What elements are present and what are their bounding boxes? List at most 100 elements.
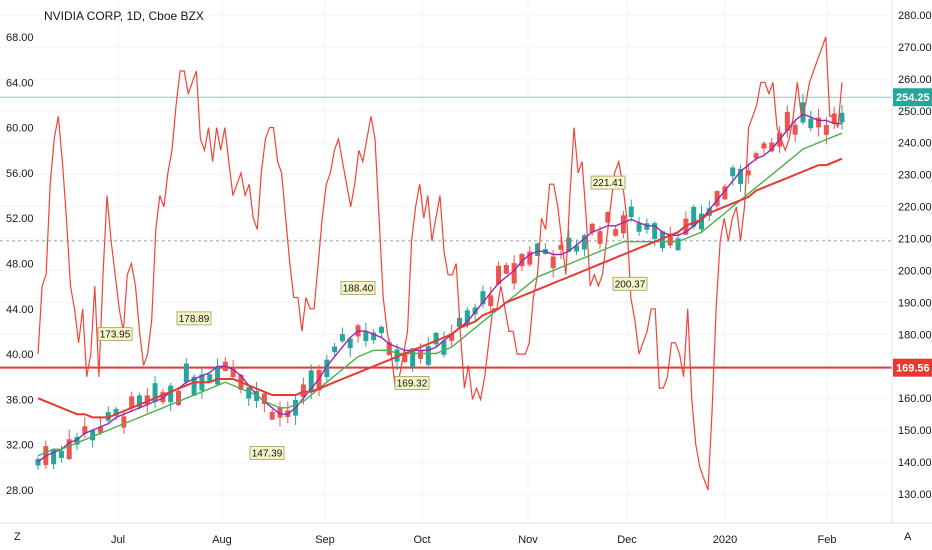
candle-body — [535, 243, 541, 256]
moving-average-line — [37, 132, 843, 457]
annotation-box — [590, 175, 626, 190]
price-annotation: 173.95 — [97, 327, 133, 342]
left-tick-label: 60.00 — [6, 123, 34, 135]
candle-body — [144, 395, 150, 405]
time-tick-label: Aug — [212, 534, 232, 546]
candle-body — [58, 450, 64, 459]
oscillator-line — [37, 36, 843, 491]
candle-body — [636, 222, 642, 232]
right-tick-label: 180.00 — [898, 329, 932, 341]
annotation-box — [612, 276, 648, 291]
candle-body — [168, 385, 174, 403]
candle-body — [324, 359, 330, 377]
candle-body — [230, 367, 236, 377]
level-badge-text: 169.56 — [896, 363, 930, 375]
annotation-label: 200.37 — [615, 279, 646, 290]
annotation-label: 147.39 — [252, 448, 283, 459]
price-annotation: 147.39 — [249, 446, 285, 460]
candle-body — [97, 426, 103, 433]
candle-body — [644, 223, 650, 230]
right-tick-label: 190.00 — [898, 297, 932, 309]
candle-body — [378, 326, 384, 334]
candle-body — [550, 256, 556, 269]
candle-body — [605, 212, 611, 223]
candle-body — [511, 263, 517, 284]
left-axis: 68.00 64.00 60.00 56.00 52.00 48.00 44.00 40.00… — [6, 32, 34, 497]
left-tick-label: 68.00 — [6, 32, 34, 44]
candle-body — [394, 349, 400, 362]
candle-body — [581, 235, 587, 250]
candle-body — [121, 416, 127, 428]
candle-body — [722, 186, 728, 200]
left-tick-label: 44.00 — [6, 304, 34, 316]
candle-body — [761, 143, 767, 149]
price-annotation: 169.32 — [394, 376, 430, 390]
level-badge-bg — [893, 358, 932, 377]
candle-body — [480, 291, 486, 305]
candle-body — [386, 342, 392, 356]
right-tick-label: 210.00 — [898, 234, 932, 246]
annotation-box — [340, 281, 376, 295]
candle-body — [176, 390, 182, 406]
right-tick-label: 250.00 — [898, 106, 932, 118]
candle-body — [160, 392, 166, 403]
candle-body — [51, 448, 57, 465]
candle-body — [659, 231, 665, 249]
candle-body — [433, 332, 439, 345]
candle-body — [823, 125, 829, 135]
candle-body — [628, 206, 634, 218]
candle-body — [675, 238, 681, 251]
candle-body — [488, 295, 494, 307]
left-tick-label: 32.00 — [6, 440, 34, 452]
candle-body — [808, 118, 814, 129]
chart-title: NVIDIA CORP, 1D, Cboe BZX — [44, 9, 204, 23]
right-tick-label: 240.00 — [898, 138, 932, 150]
candle-body — [738, 169, 744, 184]
left-tick-label: 52.00 — [6, 213, 34, 225]
candle-body — [816, 117, 822, 128]
price-annotation: 188.40 — [340, 281, 376, 295]
line-series — [37, 36, 843, 491]
left-tick-label: 28.00 — [6, 485, 34, 497]
candle-body — [316, 370, 322, 391]
candle-body — [308, 370, 314, 391]
right-tick-label: 230.00 — [898, 170, 932, 182]
right-tick-label: 200.00 — [898, 265, 932, 277]
right-tick-label: 220.00 — [898, 202, 932, 214]
price-annotation: 178.89 — [176, 311, 212, 326]
right-tick-label: 140.00 — [898, 457, 932, 469]
candle-body — [215, 366, 221, 385]
candle-body — [269, 411, 275, 420]
right-tick-label: 280.00 — [898, 10, 932, 22]
candle-body — [129, 396, 135, 409]
candle-body — [402, 353, 408, 363]
candle-body — [339, 334, 345, 342]
candle-body — [425, 345, 431, 365]
candle-body — [691, 207, 697, 227]
last-price-badge: 254.25 — [893, 88, 932, 107]
time-tick-label: Sep — [315, 534, 335, 546]
candle-body — [769, 142, 775, 152]
candle-body — [527, 251, 533, 265]
candle-body — [191, 376, 197, 396]
last-price-badge-bg — [893, 88, 932, 107]
time-tick-label: Feb — [818, 534, 837, 546]
candle-body — [652, 223, 658, 239]
candle-body — [566, 237, 572, 252]
right-tick-label: 150.00 — [898, 425, 932, 437]
auto-scale-button[interactable]: A — [904, 531, 912, 543]
candle-body — [82, 426, 88, 434]
time-axis[interactable]: Jul Aug Sep Oct Nov Dec 2020 Feb — [111, 534, 837, 546]
left-tick-label: 56.00 — [6, 168, 34, 180]
candle-body — [589, 223, 595, 233]
candle-body — [183, 363, 189, 383]
candle-body — [363, 331, 369, 342]
annotation-box — [97, 327, 133, 342]
candle-body — [745, 170, 751, 176]
zoom-button[interactable]: Z — [14, 531, 21, 543]
right-tick-label: 130.00 — [898, 489, 932, 501]
price-annotation: 221.41 — [590, 175, 626, 190]
chart-grid — [0, 0, 892, 523]
